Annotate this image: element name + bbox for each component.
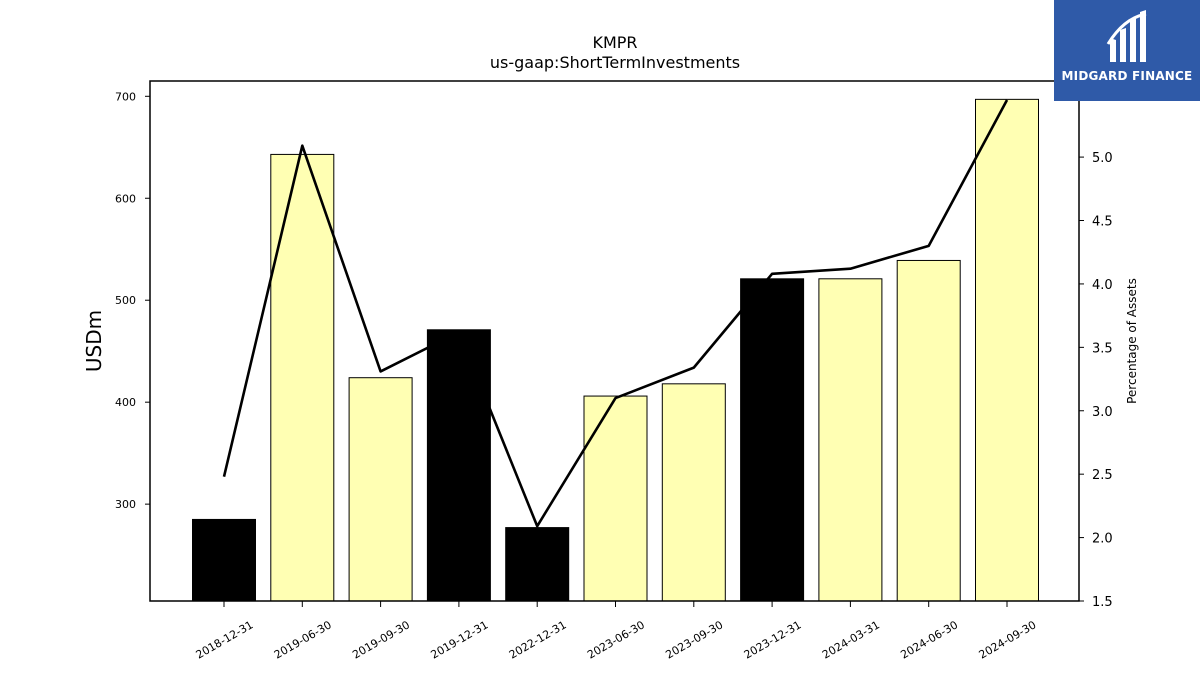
x-tick-label: 2024-09-30 (977, 618, 1039, 661)
x-tick-label: 2023-09-30 (663, 618, 725, 661)
logo-mark-icon (1106, 10, 1147, 62)
y-axis-label: USDm (82, 310, 106, 372)
series-line (222, 99, 1009, 528)
y2-tick-label: 3.5 (1092, 341, 1113, 356)
bar (583, 395, 648, 602)
y2-tick-label: 4.0 (1092, 278, 1113, 293)
bar (270, 153, 335, 602)
left-axis-ticks: 300 400 500 600 700 (115, 90, 150, 511)
bars-group (192, 98, 1039, 602)
y2-tick-label: 5.0 (1092, 151, 1113, 166)
y2-tick-label: 2.5 (1092, 468, 1113, 483)
y-tick-label: 400 (115, 396, 136, 409)
bar (661, 383, 726, 602)
x-axis-ticks: 2018-12-31 2019-06-30 2019-09-30 2019-12-31… (194, 601, 1039, 662)
brand-logo: MIDGARD FINANCE (1054, 0, 1200, 101)
x-tick-label: 2019-06-30 (272, 618, 334, 661)
bar (426, 329, 491, 602)
x-tick-label: 2023-06-30 (585, 618, 647, 661)
x-tick-label: 2018-12-31 (194, 618, 256, 661)
plot-frame (149, 80, 1080, 602)
bar (896, 259, 961, 602)
x-tick-label: 2019-09-30 (350, 618, 412, 661)
y-tick-label: 700 (115, 90, 136, 103)
bar (975, 98, 1039, 602)
right-axis-ticks: 1.5 2.0 2.5 3.0 3.5 4.0 4.5 5.0 (1079, 151, 1113, 610)
x-tick-label: 2024-03-31 (820, 618, 882, 661)
y2-axis-label: Percentage of Assets (1125, 278, 1139, 404)
x-tick-label: 2024-06-30 (898, 618, 960, 661)
y-tick-label: 300 (115, 498, 136, 511)
bar (192, 518, 256, 602)
y2-tick-label: 3.0 (1092, 405, 1113, 420)
chart-subtitle: us-gaap:ShortTermInvestments (490, 53, 740, 72)
bar (505, 527, 570, 602)
y2-tick-label: 4.5 (1092, 215, 1113, 230)
x-tick-label: 2023-12-31 (742, 618, 804, 661)
logo-text: MIDGARD FINANCE (1061, 69, 1193, 83)
y-tick-label: 600 (115, 192, 136, 205)
y2-tick-label: 1.5 (1092, 595, 1113, 610)
bar (818, 278, 883, 602)
x-tick-label: 2019-12-31 (429, 618, 491, 661)
y2-tick-label: 2.0 (1092, 532, 1113, 547)
bar (348, 377, 413, 602)
chart-title: KMPR (592, 33, 637, 52)
bar (740, 278, 805, 602)
line-group (222, 99, 1009, 528)
y-tick-label: 500 (115, 294, 136, 307)
x-tick-label: 2022-12-31 (507, 618, 569, 661)
